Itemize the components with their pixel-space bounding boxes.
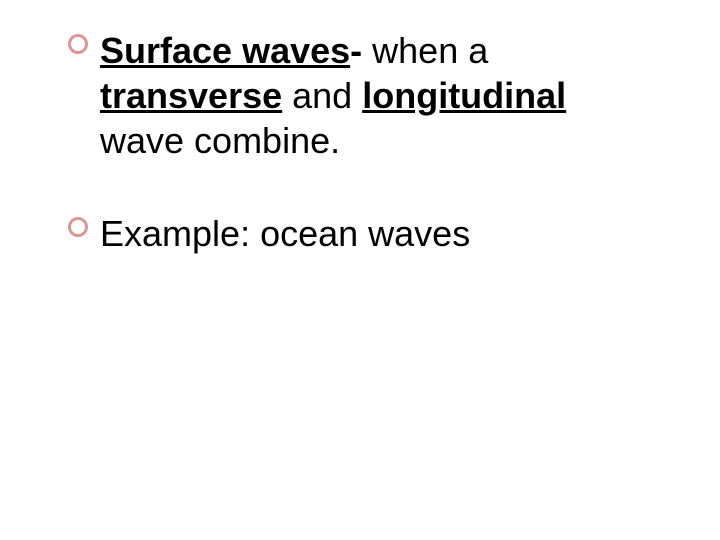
text-and: and bbox=[282, 75, 362, 116]
bullet-text-2: Example: ocean waves bbox=[100, 211, 650, 256]
term-longitudinal: longitudinal bbox=[362, 75, 566, 116]
bullet-item: Surface waves- when a transverse and lon… bbox=[100, 28, 650, 163]
text-wave-combine: wave combine. bbox=[100, 120, 340, 161]
text-example: Example: ocean waves bbox=[100, 213, 470, 254]
term-transverse: transverse bbox=[100, 75, 282, 116]
term-surface-waves: Surface waves bbox=[100, 30, 350, 71]
slide-content: Surface waves- when a transverse and lon… bbox=[0, 0, 720, 344]
bullet-text-1: Surface waves- when a transverse and lon… bbox=[100, 28, 650, 163]
bullet-item: Example: ocean waves bbox=[100, 211, 650, 256]
text-when-a: when a bbox=[362, 30, 488, 71]
text-dash: - bbox=[350, 30, 362, 71]
hollow-circle-icon bbox=[68, 34, 88, 54]
hollow-circle-icon bbox=[68, 217, 88, 237]
